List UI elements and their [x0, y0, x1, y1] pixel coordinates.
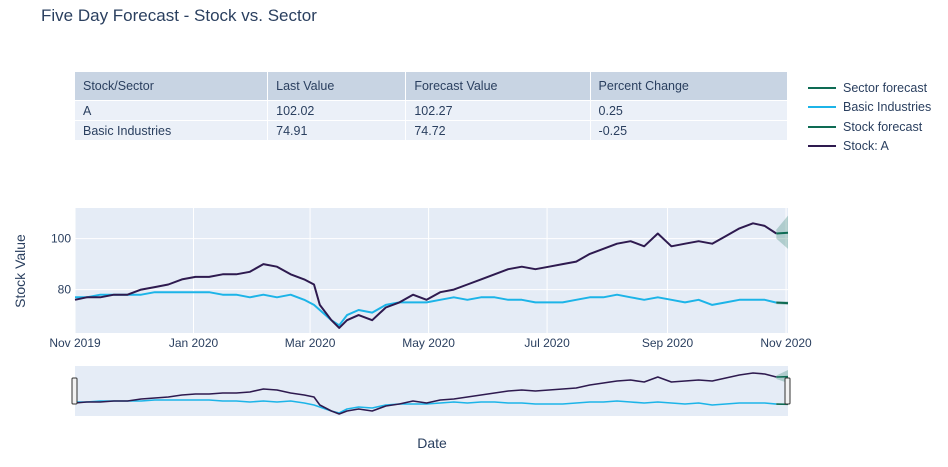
series-line-stock-forecast[interactable] — [776, 231, 789, 235]
table-row: Basic Industries 74.91 74.72 -0.25 — [75, 120, 789, 140]
forecast-table: Stock/Sector Last Value Forecast Value P… — [75, 72, 789, 140]
chart-title: Five Day Forecast - Stock vs. Sector — [41, 6, 317, 25]
table-row: A 102.02 102.27 0.25 — [75, 100, 789, 121]
table-cell: Basic Industries — [75, 120, 269, 140]
mini-plot-background — [75, 366, 788, 416]
x-tick-label: Nov 2020 — [760, 336, 812, 350]
legend-label: Basic Industries — [843, 100, 932, 115]
y-axis-title: Stock Value — [12, 234, 28, 308]
x-tick-label: Mar 2020 — [285, 336, 336, 350]
x-tick-label: Jul 2020 — [524, 336, 570, 350]
legend-swatch — [808, 86, 836, 89]
table-cell: A — [75, 100, 269, 121]
legend-label: Sector forecast — [843, 80, 928, 95]
legend-swatch — [808, 106, 836, 109]
x-tick-label: Nov 2019 — [49, 336, 101, 350]
legend-item-stock[interactable]: Stock: A — [808, 137, 931, 157]
table-header-cell: Percent Change — [590, 72, 789, 101]
y-tick-label: 100 — [51, 232, 71, 246]
table-cell: 0.25 — [590, 100, 789, 121]
table-cell: 74.72 — [405, 120, 591, 140]
table-header-cell: Forecast Value — [405, 72, 591, 101]
table-cell: 102.27 — [405, 100, 591, 121]
legend-item-stock-forecast[interactable]: Stock forecast — [808, 117, 931, 137]
table-cell: -0.25 — [590, 120, 789, 140]
range-slider-left-handle[interactable] — [71, 377, 78, 405]
legend-item-sector-forecast[interactable]: Sector forecast — [808, 78, 931, 98]
range-slider[interactable] — [71, 366, 791, 416]
legend-label: Stock forecast — [843, 119, 923, 134]
range-slider-right-handle[interactable] — [784, 377, 791, 405]
series-line-stock-a[interactable] — [74, 222, 777, 329]
legend-swatch — [808, 145, 836, 148]
legend-item-basic-industries[interactable]: Basic Industries — [808, 98, 931, 118]
series-line-sector-forecast[interactable] — [776, 301, 789, 305]
table-header-row: Stock/Sector Last Value Forecast Value P… — [75, 72, 789, 101]
table-header-cell: Stock/Sector — [75, 72, 269, 101]
x-tick-label: Jan 2020 — [169, 336, 219, 350]
x-tick-label: May 2020 — [402, 336, 455, 350]
x-axis-title: Date — [417, 435, 447, 451]
legend-swatch — [808, 125, 836, 128]
plot-background — [75, 208, 788, 333]
y-tick-label: 80 — [58, 283, 72, 297]
legend: Sector forecast Basic Industries Stock f… — [808, 78, 931, 156]
mini-series-line-basic-industries[interactable] — [75, 399, 777, 414]
legend-label: Stock: A — [843, 139, 889, 154]
series-line-basic-industries[interactable] — [75, 291, 777, 327]
table-cell: 102.02 — [267, 100, 407, 121]
x-tick-label: Sep 2020 — [642, 336, 694, 350]
main-plot[interactable]: Nov 2019 Jan 2020 Mar 2020 May 2020 Jul 2020… — [49, 208, 812, 350]
table-cell: 74.91 — [267, 120, 407, 140]
table-header-cell: Last Value — [267, 72, 407, 101]
mini-series-line-stock-a[interactable] — [74, 372, 777, 415]
